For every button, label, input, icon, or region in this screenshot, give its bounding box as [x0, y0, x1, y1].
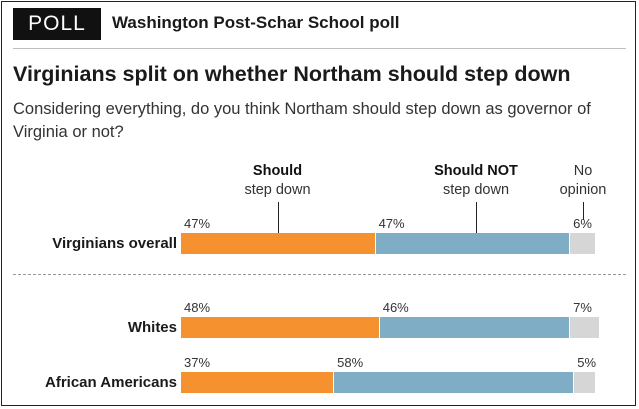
value-label-should-african-americans: 37%	[184, 355, 211, 370]
legend-should-rest: step down	[244, 182, 311, 198]
row-label-virginians-overall: Virginians overall	[52, 235, 177, 252]
row-label-whites: Whites	[127, 319, 177, 336]
value-label-no-opinion-virginians-overall: 6%	[573, 216, 592, 231]
value-label-should-whites: 48%	[184, 300, 211, 315]
value-label-should-not-african-americans: 58%	[337, 355, 364, 370]
legend-should-not: Should NOT step down	[420, 162, 532, 200]
legend-should: Should step down	[230, 162, 325, 200]
legend-no-opinion-line1: No	[573, 163, 593, 179]
leader-line-should	[278, 202, 279, 241]
chart-headline: Virginians split on whether Northam shou…	[13, 62, 571, 86]
bar-no-opinion-virginians-overall	[570, 233, 595, 254]
bar-should-african-americans	[181, 372, 334, 393]
leader-line-should-not	[476, 202, 477, 241]
bar-should-not-whites	[379, 317, 570, 338]
leader-line-no-opinion	[583, 202, 584, 220]
value-label-no-opinion-whites: 7%	[573, 300, 592, 315]
bar-no-opinion-african-americans	[574, 372, 595, 393]
legend-should-not-bold: Should NOT	[434, 163, 518, 179]
legend-should-bold: Should	[252, 163, 303, 179]
legend-no-opinion-line2: opinion	[559, 182, 607, 198]
value-label-should-not-virginians-overall: 47%	[378, 216, 405, 231]
value-label-should-not-whites: 46%	[382, 300, 409, 315]
row-label-african-americans: African Americans	[45, 374, 177, 391]
header-divider	[13, 48, 626, 49]
bar-should-not-virginians-overall	[375, 233, 570, 254]
poll-badge: POLL	[13, 8, 101, 40]
bar-should-not-african-americans	[334, 372, 574, 393]
bar-should-virginians-overall	[181, 233, 375, 254]
legend-no-opinion: No opinion	[555, 162, 611, 200]
bar-should-whites	[181, 317, 379, 338]
legend-should-not-rest: step down	[442, 182, 510, 198]
value-label-no-opinion-african-americans: 5%	[577, 355, 597, 370]
chart-question: Considering everything, do you think Nor…	[13, 100, 591, 141]
bar-no-opinion-whites	[570, 317, 600, 338]
overall-vs-groups-divider	[13, 274, 626, 275]
poll-source: Washington Post-Schar School poll	[112, 13, 400, 32]
value-label-should-virginians-overall: 47%	[184, 216, 211, 231]
